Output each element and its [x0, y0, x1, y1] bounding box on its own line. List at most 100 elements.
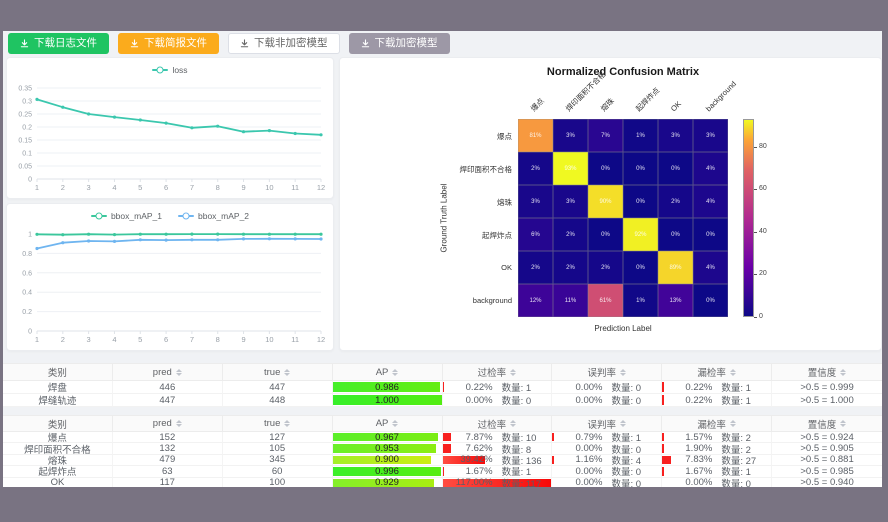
x-tick-label: 9: [241, 183, 245, 192]
download-toolbar: 下载日志文件 下载简报文件 下载非加密模型 下载加密模型: [8, 33, 450, 54]
overkill-pct: 7.87%: [465, 432, 493, 443]
overkill-pct: 0.22%: [465, 381, 493, 393]
cell-true: 127: [222, 432, 333, 444]
cell-misjudge: 0.00% 数量: 0: [552, 381, 663, 394]
cm-cell-焊印面积不合格-爆点: 2%: [518, 152, 553, 185]
cell-class: 起焊炸点: [3, 466, 113, 478]
data-point: [293, 131, 297, 136]
cm-cell-background-爆点: 12%: [518, 284, 553, 317]
ap-value: 0.953: [375, 443, 399, 455]
sort-icon[interactable]: [840, 420, 847, 427]
sort-icon[interactable]: [729, 368, 736, 376]
column-header-true[interactable]: true: [223, 416, 333, 431]
column-header-误判率[interactable]: 误判率: [552, 364, 663, 380]
sort-icon[interactable]: [840, 368, 847, 376]
cell-pred: 446: [112, 381, 223, 394]
download-icon: [130, 39, 139, 48]
cell-misjudge: 1.16% 数量: 4: [552, 454, 663, 467]
cell-ap: 0.996: [332, 466, 443, 478]
column-header-true[interactable]: true: [223, 364, 333, 380]
sort-icon[interactable]: [620, 420, 627, 427]
misjudge-count: 数量: 0: [611, 467, 642, 478]
data-point: [267, 237, 271, 241]
cm-cell-爆点-爆点: 81%: [518, 119, 553, 152]
sort-icon[interactable]: [392, 420, 399, 427]
cell-pred: 117: [113, 477, 223, 487]
download-log-button[interactable]: 下载日志文件: [8, 33, 109, 54]
download-plain-model-button[interactable]: 下载非加密模型: [228, 33, 340, 54]
cell-ap: 0.929: [332, 477, 443, 487]
sort-icon[interactable]: [729, 420, 736, 427]
cm-cell-起焊炸点-起焊炸点: 92%: [623, 218, 658, 251]
data-point: [216, 238, 220, 242]
column-header-AP[interactable]: AP: [333, 364, 443, 380]
sort-icon[interactable]: [510, 420, 517, 427]
miss-bar: [662, 467, 665, 476]
column-header-类别: 类别: [3, 416, 113, 431]
cell-pred: 132: [112, 443, 223, 455]
cm-cell-焊印面积不合格-background: 4%: [693, 152, 728, 185]
x-tick-label: 7: [190, 183, 194, 192]
download-report-button[interactable]: 下载简报文件: [118, 33, 219, 54]
cm-col-label: 熔珠: [598, 96, 616, 114]
column-header-label: 过检率: [477, 419, 507, 431]
cell-miss: 1.90% 数量: 2: [662, 443, 773, 455]
column-header-label: 类别: [47, 419, 67, 431]
data-point: [138, 238, 142, 242]
cm-cell-熔珠-OK: 2%: [658, 185, 693, 218]
column-header-过检率[interactable]: 过检率: [443, 416, 553, 431]
sort-icon[interactable]: [175, 368, 182, 376]
column-header-pred[interactable]: pred: [113, 364, 223, 380]
x-tick-label: 6: [164, 183, 168, 192]
misjudge-pct: 0.00%: [575, 477, 603, 487]
column-header-置信度[interactable]: 置信度: [772, 364, 882, 380]
column-header-pred[interactable]: pred: [113, 416, 223, 431]
misjudge-pct: 0.00%: [575, 443, 603, 455]
y-tick-label: 0.3: [22, 99, 32, 106]
legend-item-bbox-map-1[interactable]: bbox_mAP_1: [90, 211, 162, 221]
column-header-置信度[interactable]: 置信度: [772, 416, 882, 431]
misjudge-pct: 0.00%: [575, 466, 603, 477]
data-point: [319, 237, 323, 241]
miss-count: 数量: 1: [721, 396, 751, 407]
data-point: [61, 241, 65, 245]
cm-row-label: 爆点: [497, 131, 512, 141]
cell-miss: 0.22% 数量: 1: [662, 381, 773, 394]
cell-confidence: >0.5 = 0.985: [772, 466, 882, 478]
column-header-漏检率[interactable]: 漏检率: [662, 416, 773, 431]
column-header-label: 误判率: [587, 368, 617, 379]
column-header-AP[interactable]: AP: [333, 416, 443, 431]
x-tick-label: 12: [317, 335, 325, 344]
download-icon: [361, 39, 370, 48]
sort-icon[interactable]: [175, 420, 182, 427]
data-point: [164, 238, 168, 242]
sort-icon[interactable]: [392, 368, 399, 376]
cm-cell-background-起焊炸点: 1%: [623, 284, 658, 317]
sort-icon[interactable]: [620, 368, 627, 376]
cm-cell-background-background: 0%: [693, 284, 728, 317]
cell-overkill: 7.62% 数量: 8: [442, 443, 553, 455]
cm-col-label: OK: [668, 99, 683, 114]
legend-item-bbox-map-2[interactable]: bbox_mAP_2: [178, 211, 249, 221]
data-point: [35, 246, 39, 251]
x-tick-label: 4: [112, 183, 116, 192]
cell-class: 焊缝轨迹: [3, 394, 113, 407]
cm-cell-熔珠-焊印面积不合格: 3%: [553, 185, 588, 218]
cm-cell-OK-起焊炸点: 0%: [623, 251, 658, 284]
column-header-label: 过检率: [477, 368, 507, 379]
sort-icon[interactable]: [284, 420, 291, 427]
column-header-漏检率[interactable]: 漏检率: [662, 364, 773, 380]
sort-icon[interactable]: [284, 368, 291, 376]
sort-icon[interactable]: [510, 368, 517, 376]
overkill-count: 数量: 8: [501, 444, 532, 455]
y-tick-label: 0.25: [18, 112, 32, 119]
legend-label: bbox_mAP_2: [198, 211, 250, 221]
x-tick-label: 2: [61, 335, 65, 344]
download-encrypted-model-button[interactable]: 下载加密模型: [348, 33, 450, 54]
cm-cell-background-熔珠: 61%: [588, 284, 623, 317]
x-tick-label: 11: [291, 183, 299, 192]
data-point: [164, 121, 168, 125]
column-header-过检率[interactable]: 过检率: [443, 364, 553, 380]
column-header-误判率[interactable]: 误判率: [552, 416, 663, 431]
legend-item-loss[interactable]: loss: [152, 65, 188, 75]
